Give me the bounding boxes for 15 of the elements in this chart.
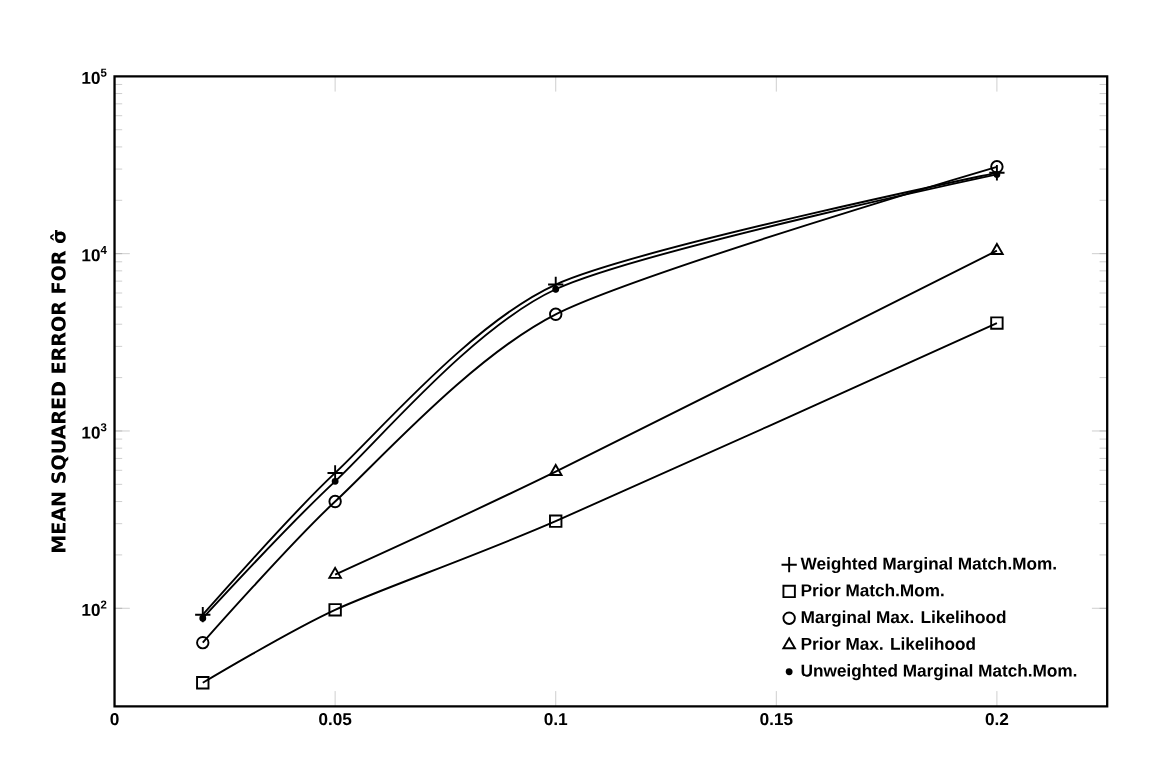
y-tick-label: 10$^{5}$ (82, 68, 107, 85)
x-tick-label: 0.15 (760, 713, 793, 726)
y-axis-title: MEAN SQUARED ERROR FOR σ̂ (50, 230, 69, 553)
legend-label: Unweighted Marginal Match.Mom. (801, 664, 1077, 681)
y-tick-label: 10$^{3}$ (82, 423, 107, 439)
legend-label: Marginal Max. Likelihood (801, 610, 1006, 627)
legend-label: Prior Match.Mom. (801, 583, 944, 597)
x-tick-label: 0 (110, 713, 119, 726)
y-tick-label: 10$^{4}$ (82, 246, 107, 262)
legend-label: Weighted Marginal Match.Mom. (800, 557, 1056, 574)
x-tick-label: 0.2 (985, 713, 1009, 726)
y-tick-label: 10$^{2}$ (82, 600, 107, 617)
x-tick-label: 0.05 (319, 713, 352, 726)
x-tick-label: 0.1 (544, 713, 568, 726)
legend-label: Prior Max. Likelihood (801, 637, 975, 651)
